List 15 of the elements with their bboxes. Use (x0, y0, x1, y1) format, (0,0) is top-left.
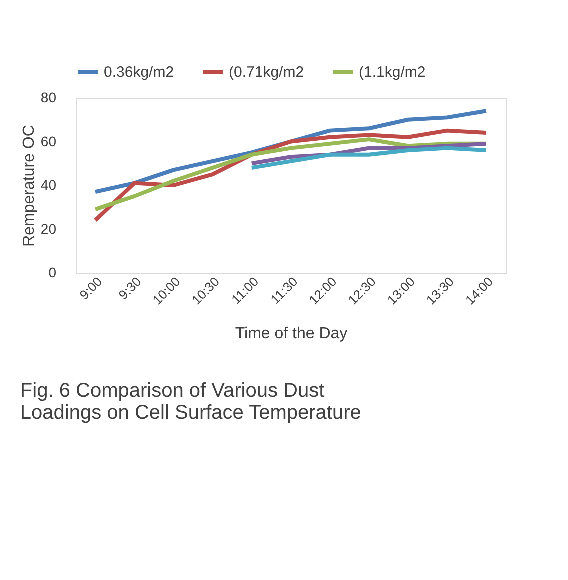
line-series (250, 146, 488, 170)
y-tick-label: 20 (40, 220, 57, 237)
y-tick-label: 60 (40, 133, 57, 150)
x-tick-label: 9:30 (116, 274, 144, 303)
y-tick-label: 0 (48, 264, 57, 280)
y-tick-label: 80 (40, 90, 57, 106)
legend-label: (1.1kg/m2 (359, 64, 426, 81)
legend-label: (0.71kg/m2 (229, 64, 304, 81)
y-axis-title: Remperature OC (20, 125, 38, 247)
x-tick-label: 9:00 (76, 274, 106, 303)
text: Fig. 6 Comparison of Various Dust (20, 380, 325, 402)
text: Loadings on Cell Surface Temperature (20, 402, 362, 424)
x-axis-title: Time of the Day (235, 326, 348, 343)
legend-label: 0.36kg/m2 (104, 64, 174, 81)
y-tick-label: 40 (40, 177, 57, 193)
